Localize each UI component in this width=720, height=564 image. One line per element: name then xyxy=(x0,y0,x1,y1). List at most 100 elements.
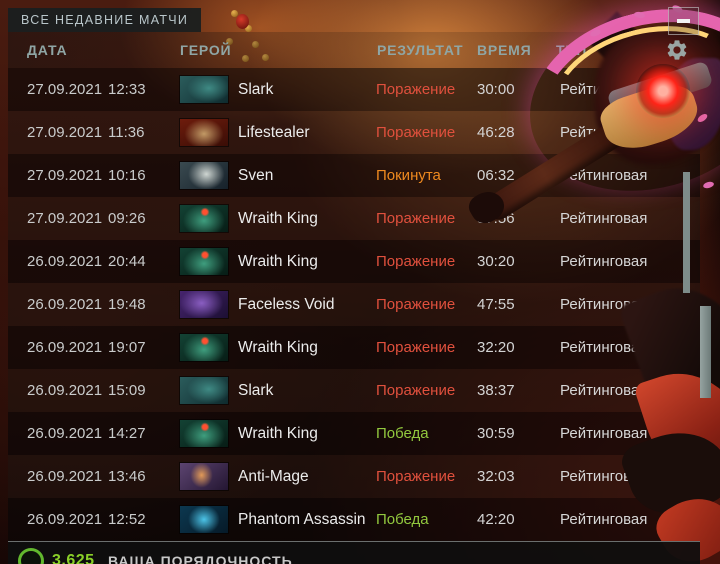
hero-name: Wraith King xyxy=(238,425,318,442)
hero-name: Sven xyxy=(238,167,274,184)
column-header-date: ДАТА xyxy=(27,42,68,58)
hero-name: Anti-Mage xyxy=(238,468,309,485)
match-duration: 30:59 xyxy=(477,425,515,442)
minimize-button[interactable] xyxy=(668,7,699,35)
match-date: 27.09.2021 xyxy=(27,210,103,227)
hero-name: Wraith King xyxy=(238,210,318,227)
table-header: ДАТА ГЕРОЙ РЕЗУЛЬТАТ ВРЕМЯ ТИП xyxy=(8,32,700,68)
match-row[interactable]: 27.09.2021 09:26 Wraith King Поражение 3… xyxy=(8,197,700,240)
hero-portrait xyxy=(180,420,228,447)
match-date: 26.09.2021 xyxy=(27,339,103,356)
match-mode: Рейтинговая xyxy=(560,339,648,356)
match-start-time: 15:09 xyxy=(108,382,146,399)
match-result: Покинута xyxy=(376,167,441,184)
hero-portrait xyxy=(180,119,228,146)
hero-name: Phantom Assassin xyxy=(238,511,366,528)
match-start-time: 19:07 xyxy=(108,339,146,356)
match-mode: Рейтинговая xyxy=(560,253,648,270)
match-start-time: 10:16 xyxy=(108,167,146,184)
match-mode: Рейтинговая xyxy=(560,425,648,442)
match-duration: 30:20 xyxy=(477,253,515,270)
match-date: 26.09.2021 xyxy=(27,425,103,442)
weapon-rod-art xyxy=(700,306,711,398)
settings-button[interactable] xyxy=(665,38,689,62)
match-duration: 42:20 xyxy=(477,511,515,528)
behavior-score-label: ВАША ПОРЯДОЧНОСТЬ xyxy=(108,553,293,564)
match-start-time: 13:46 xyxy=(108,468,146,485)
red-gem-decor xyxy=(236,14,249,29)
red-orb-art xyxy=(636,64,690,118)
match-start-time: 11:36 xyxy=(108,124,145,141)
match-result: Поражение xyxy=(376,253,456,270)
match-duration: 30:00 xyxy=(477,81,515,98)
match-row[interactable]: 26.09.2021 14:27 Wraith King Победа 30:5… xyxy=(8,412,700,455)
gear-icon xyxy=(667,40,687,60)
match-row[interactable]: 26.09.2021 12:52 Phantom Assassin Победа… xyxy=(8,498,700,541)
hero-portrait xyxy=(180,291,228,318)
match-start-time: 12:33 xyxy=(108,81,146,98)
match-date: 26.09.2021 xyxy=(27,468,103,485)
match-duration: 47:55 xyxy=(477,296,515,313)
match-duration: 38:37 xyxy=(477,382,515,399)
match-date: 26.09.2021 xyxy=(27,296,103,313)
match-result: Поражение xyxy=(376,124,456,141)
match-row[interactable]: 26.09.2021 19:48 Faceless Void Поражение… xyxy=(8,283,700,326)
match-result: Поражение xyxy=(376,382,456,399)
behavior-score-value: 3,625 xyxy=(52,552,95,564)
hero-portrait xyxy=(180,334,228,361)
match-start-time: 14:27 xyxy=(108,425,146,442)
hero-portrait xyxy=(180,463,228,490)
match-date: 26.09.2021 xyxy=(27,511,103,528)
hero-name: Wraith King xyxy=(238,253,318,270)
scrollbar-thumb[interactable] xyxy=(683,172,690,293)
match-result: Поражение xyxy=(376,339,456,356)
gold-bead-decor xyxy=(231,10,238,17)
hero-name: Faceless Void xyxy=(238,296,335,313)
match-start-time: 12:52 xyxy=(108,511,146,528)
match-row[interactable]: 26.09.2021 13:46 Anti-Mage Поражение 32:… xyxy=(8,455,700,498)
match-result: Поражение xyxy=(376,81,456,98)
match-date: 27.09.2021 xyxy=(27,167,103,184)
match-result: Поражение xyxy=(376,468,456,485)
match-mode: Рейтинговая xyxy=(560,210,648,227)
hero-portrait xyxy=(180,162,228,189)
hero-name: Slark xyxy=(238,382,274,399)
hero-portrait xyxy=(180,248,228,275)
hero-portrait xyxy=(180,205,228,232)
match-start-time: 19:48 xyxy=(108,296,146,313)
match-duration: 06:32 xyxy=(477,167,515,184)
hero-portrait xyxy=(180,377,228,404)
match-row[interactable]: 26.09.2021 15:09 Slark Поражение 38:37 Р… xyxy=(8,369,700,412)
column-header-type: ТИП xyxy=(556,42,588,58)
match-row[interactable]: 26.09.2021 19:07 Wraith King Поражение 3… xyxy=(8,326,700,369)
hero-name: Lifestealer xyxy=(238,124,310,141)
match-duration: 46:28 xyxy=(477,124,515,141)
behavior-score-bar: 3,625 ВАША ПОРЯДОЧНОСТЬ xyxy=(8,541,700,564)
hero-name: Slark xyxy=(238,81,274,98)
match-duration: 32:03 xyxy=(477,468,515,485)
match-result: Поражение xyxy=(376,210,456,227)
match-duration: 32:20 xyxy=(477,339,515,356)
match-mode: Рейтинговая xyxy=(560,511,648,528)
match-row[interactable]: 26.09.2021 20:44 Wraith King Поражение 3… xyxy=(8,240,700,283)
match-result: Победа xyxy=(376,425,429,442)
column-header-hero: ГЕРОЙ xyxy=(180,42,232,58)
match-result: Поражение xyxy=(376,296,456,313)
hero-portrait xyxy=(180,506,228,533)
match-start-time: 09:26 xyxy=(108,210,146,227)
match-row[interactable]: 27.09.2021 12:33 Slark Поражение 30:00 Р… xyxy=(8,68,700,111)
match-date: 27.09.2021 xyxy=(27,124,103,141)
column-header-time: ВРЕМЯ xyxy=(477,42,532,58)
match-date: 26.09.2021 xyxy=(27,253,103,270)
column-header-result: РЕЗУЛЬТАТ xyxy=(377,42,464,58)
match-start-time: 20:44 xyxy=(108,253,146,270)
conduct-summary-icon xyxy=(18,548,44,564)
match-date: 27.09.2021 xyxy=(27,81,103,98)
match-date: 26.09.2021 xyxy=(27,382,103,399)
minimize-icon xyxy=(677,19,690,23)
match-mode: Рейтинговая xyxy=(560,167,648,184)
match-mode: Рейтинговая xyxy=(560,382,648,399)
hero-name: Wraith King xyxy=(238,339,318,356)
gold-bead-decor xyxy=(245,25,252,32)
hero-portrait xyxy=(180,76,228,103)
